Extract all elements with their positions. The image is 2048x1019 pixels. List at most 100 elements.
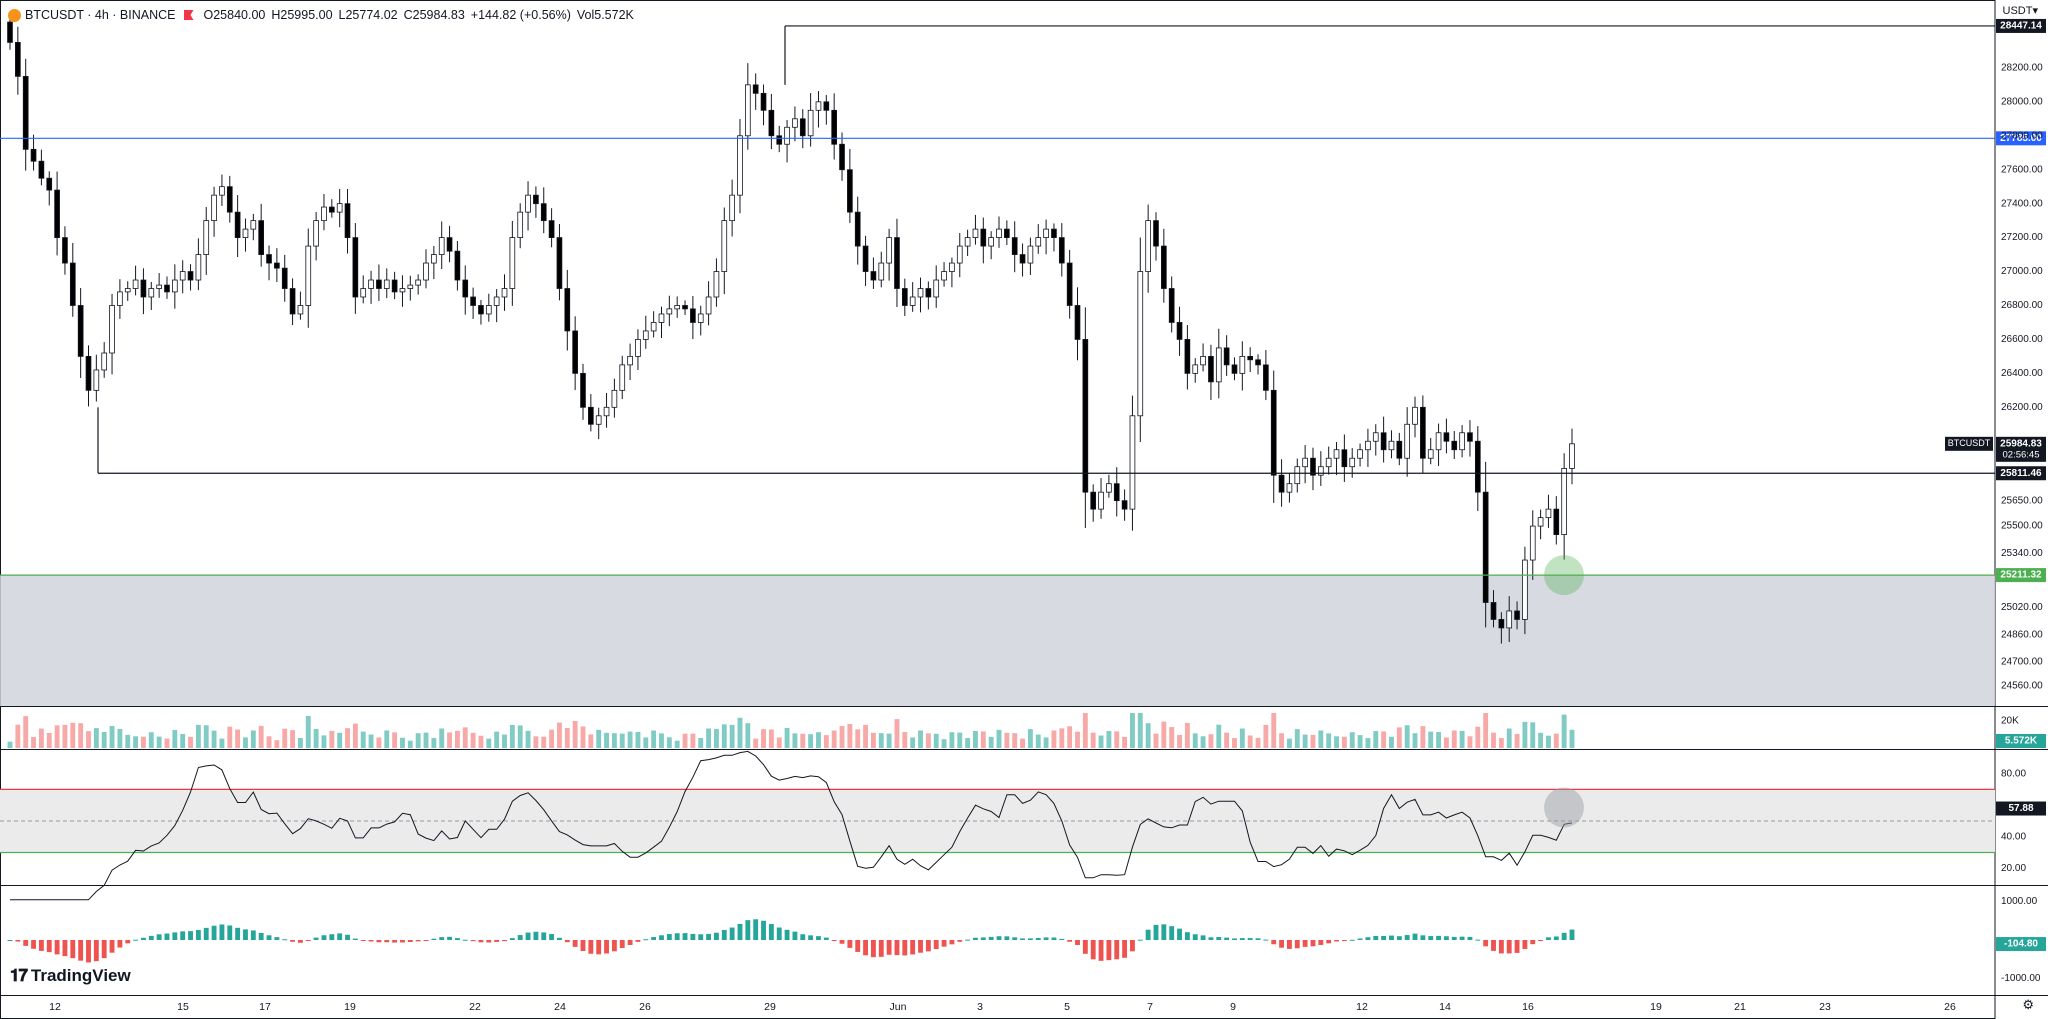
macd-bar (486, 940, 492, 943)
volume-bar (1232, 738, 1237, 748)
volume-bar (1389, 736, 1394, 748)
volume-tick-label: 20K (2001, 716, 2019, 727)
candle-down (1255, 359, 1261, 366)
candle-down (22, 75, 29, 150)
candle-up (1294, 466, 1301, 485)
macd-bar (368, 940, 374, 942)
volume-bar (1114, 731, 1120, 748)
volume-bar (933, 733, 939, 748)
volume-bar (941, 739, 947, 748)
chevron-down-icon: ▾ (2032, 5, 2038, 17)
candle-down (870, 271, 877, 281)
volume-bar (297, 738, 303, 748)
candle-up (1459, 432, 1465, 451)
volume-bar (313, 728, 319, 748)
price-tick-label: 25340.00 (2001, 548, 2043, 559)
volume-bar (1365, 738, 1371, 748)
macd-bar (557, 937, 562, 940)
macd-bar (494, 940, 500, 942)
high-value: H25995.00 (271, 8, 333, 22)
volume-value: Vol5.572K (576, 8, 634, 22)
x-tick-label: 29 (764, 1001, 776, 1013)
macd-bar (1498, 940, 1504, 954)
macd-bar (1459, 936, 1465, 940)
price-tick-label: 24860.00 (2001, 629, 2043, 640)
x-tick-label: 17 (259, 1001, 271, 1013)
macd-bar (1475, 939, 1481, 941)
volume-bar (682, 733, 688, 748)
macd-bar (1200, 935, 1206, 940)
volume-bar (1200, 736, 1206, 748)
volume-bar (918, 730, 923, 748)
macd-bar (195, 929, 201, 940)
volume-bar (1051, 730, 1057, 748)
candle-up (399, 288, 406, 293)
candle-down (1051, 228, 1057, 238)
candle-up (1522, 559, 1528, 620)
volume-bar (78, 723, 84, 748)
level-tag-label: 27785.00 (2000, 133, 2042, 144)
volume-bar (902, 732, 908, 748)
volume-bar (502, 734, 507, 748)
volume-bar (1216, 724, 1222, 748)
macd-bar (902, 940, 908, 956)
volume-bar (549, 729, 555, 748)
macd-bar (729, 927, 735, 940)
candle-down (540, 203, 547, 222)
gear-icon[interactable]: ⚙ (2022, 997, 2034, 1012)
macd-bar (407, 940, 413, 943)
candle-up (509, 237, 516, 289)
bitcoin-logo-icon (8, 8, 21, 22)
volume-bar (910, 737, 916, 748)
flag-icon[interactable] (183, 10, 194, 20)
candle-down (478, 305, 484, 315)
macd-bar (619, 940, 625, 949)
tradingview-logo[interactable]: 𝟏𝟕 TradingView (10, 966, 131, 986)
macd-bar (1381, 935, 1387, 940)
macd-bar (1334, 940, 1339, 942)
candle-up (1388, 440, 1395, 451)
candle-up (784, 126, 790, 145)
macd-bar (564, 940, 570, 943)
candle-down (1090, 491, 1097, 510)
candle-up (1561, 468, 1567, 535)
volume-bar (376, 737, 382, 748)
candle-down (69, 262, 76, 306)
currency-selector[interactable]: USDT▾ (2003, 4, 2038, 17)
macd-tag (1996, 937, 2046, 952)
volume-bar (235, 729, 241, 748)
volume-bar (894, 719, 900, 748)
symbol-header[interactable]: BTCUSDT · 4h · BINANCE O25840.00 H25995.… (8, 6, 640, 24)
macd-bar (1106, 940, 1112, 961)
volume-bar (1491, 732, 1496, 748)
plot-frame (0, 0, 1996, 1019)
macd-bar (376, 940, 382, 943)
candle-down (1443, 432, 1450, 442)
rsi-tick-label: 40.00 (2001, 831, 2026, 842)
macd-bar (7, 940, 13, 941)
macd-bar (1341, 940, 1347, 941)
volume-bar (93, 728, 99, 748)
volume-bar (219, 738, 225, 748)
volume-bar (525, 730, 531, 748)
candle-down (1270, 389, 1277, 476)
macd-bar (933, 940, 939, 950)
candle-up (1569, 443, 1575, 469)
candle-down (77, 305, 84, 357)
candle-up (305, 245, 312, 306)
macd-bar (470, 940, 476, 942)
macd-bar (478, 940, 484, 943)
macd-bar (227, 925, 233, 940)
macd-bar (305, 940, 311, 941)
candle-down (1482, 491, 1489, 603)
currency-label[interactable]: USDT (2002, 5, 2033, 17)
volume-bar (816, 732, 821, 748)
symbol-title[interactable]: BTCUSDT · 4h · BINANCE (25, 8, 176, 22)
x-tick-label: 26 (639, 1001, 651, 1013)
macd-bar (847, 940, 853, 948)
x-tick-label: 21 (1734, 1001, 1746, 1013)
macd-bar (258, 932, 264, 940)
candle-down (140, 279, 147, 298)
